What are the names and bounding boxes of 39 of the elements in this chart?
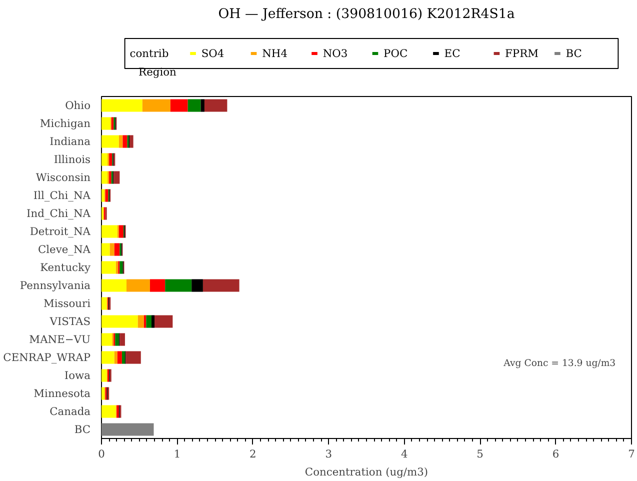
legend-title: contrib xyxy=(130,47,169,60)
y-tick-label: Detroit_NA xyxy=(30,225,91,238)
y-tick-label: Canada xyxy=(50,405,92,418)
chart-title: OH — Jefferson : (390810016) K2012R4S1a xyxy=(218,7,515,22)
legend-label: EC xyxy=(444,47,460,60)
y-tick-label: BC xyxy=(74,423,91,436)
y-tick-label: VISTAS xyxy=(48,315,91,328)
y-tick-label: Minnesota xyxy=(34,387,92,400)
x-tick-label: 6 xyxy=(552,448,560,460)
y-tick-label: Ohio xyxy=(65,99,91,112)
x-tick-label: 0 xyxy=(98,448,106,460)
x-tick-label: 5 xyxy=(476,448,484,460)
y-tick-label: Cleve_NA xyxy=(38,243,91,256)
x-tick-label: 1 xyxy=(174,448,181,460)
y-tick-label: Michigan xyxy=(40,117,91,130)
legend-label: NO3 xyxy=(322,47,348,60)
x-tick-label: 4 xyxy=(400,448,408,460)
y-tick-label: Missouri xyxy=(43,297,92,310)
legend-label: NH4 xyxy=(262,47,288,60)
legend-label: FPRM xyxy=(505,47,539,60)
y-axis-title: Region xyxy=(138,66,177,78)
y-tick-label: Wisconsin xyxy=(36,171,91,184)
annotation: Avg Conc = 13.9 ug/m3 xyxy=(502,358,616,369)
legend-label: BC xyxy=(566,47,582,60)
legend-label: SO4 xyxy=(201,47,224,60)
y-tick-label: Ind_Chi_NA xyxy=(26,207,91,220)
y-tick-label: Kentucky xyxy=(40,261,91,274)
y-tick-label: CENRAP_WRAP xyxy=(3,351,91,364)
y-tick-label: MANE−VU xyxy=(29,333,91,346)
legend-label: POC xyxy=(384,47,408,60)
x-tick-label: 2 xyxy=(250,448,256,460)
y-tick-label: Indiana xyxy=(50,135,92,148)
y-tick-label: Ill_Chi_NA xyxy=(33,189,91,202)
x-tick-label: 3 xyxy=(325,448,332,460)
x-tick-label: 7 xyxy=(628,448,636,460)
y-tick-label: Iowa xyxy=(64,369,92,382)
y-tick-label: Illinois xyxy=(54,153,91,166)
y-tick-label: Pennsylvania xyxy=(20,279,92,292)
x-axis-title: Concentration (ug/m3) xyxy=(304,466,428,478)
